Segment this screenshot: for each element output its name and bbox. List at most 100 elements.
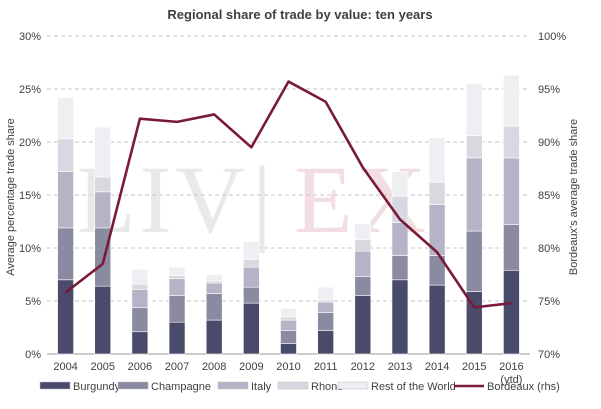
bar-segment: [131, 268, 149, 285]
bar-segment: [317, 312, 334, 331]
bar-segment: [354, 250, 372, 277]
bar-segment: [168, 321, 186, 355]
y-right-tick-label: 70%: [538, 349, 560, 361]
bar-segment: [503, 125, 520, 159]
y-right-tick-label: 75%: [538, 296, 560, 308]
x-tick-label: 2010: [276, 361, 300, 373]
x-tick-label: 2012: [351, 361, 375, 373]
bar-segment: [317, 286, 334, 301]
x-tick-label: 2013: [388, 361, 412, 373]
x-tick-label: 2004: [53, 361, 77, 373]
bar-segment: [280, 330, 297, 344]
x-tick-label: 2007: [165, 361, 189, 373]
legend-swatch: [117, 381, 149, 390]
bar-segment: [465, 135, 483, 159]
bar-segment: [465, 230, 483, 292]
bar-segment: [94, 191, 112, 229]
bar-segment: [317, 330, 334, 355]
y-right-tick-label: 100%: [538, 31, 566, 43]
legend-label: Burgundy: [73, 381, 121, 393]
y-left-tick-label: 10%: [19, 243, 41, 255]
bar-segment: [205, 293, 223, 321]
y-left-tick-label: 30%: [19, 31, 41, 43]
bar-segment: [131, 331, 149, 355]
bar-segment: [354, 295, 372, 355]
y-right-tick-label: 85%: [538, 190, 560, 202]
bar-segment: [131, 307, 149, 333]
x-tick-label: 2015: [462, 361, 486, 373]
bar-segment: [465, 83, 483, 136]
bordeaux-line-path: [64, 80, 512, 309]
y-right-tick-label: 90%: [538, 137, 560, 149]
bar-segment: [280, 316, 297, 321]
legend: Burgundy Champagne Italy Rhone Rest of the W…: [39, 381, 560, 393]
bordeaux-line: [64, 80, 512, 309]
y-axis-right-ticks: 70% 75% 80% 85% 90% 95% 100%: [538, 31, 566, 361]
y-axis-left-ticks: 0% 5% 10% 15% 20% 25% 30%: [19, 31, 41, 361]
bar-segment: [317, 299, 334, 303]
legend-label: Rest of the World: [371, 381, 456, 393]
bar-segment: [503, 157, 520, 225]
bar-segment: [168, 275, 186, 280]
y-left-tick-label: 0%: [25, 349, 41, 361]
x-axis-ticks: 2004 2005 2006 2007 2008 2009 2010 2011 2012 2013…: [53, 361, 523, 386]
bar-segment: [391, 255, 409, 281]
bar-segment: [94, 285, 112, 355]
legend-swatch: [217, 381, 249, 390]
bars: [57, 74, 520, 355]
bar-segment: [168, 295, 186, 323]
legend-swatch: [39, 381, 71, 390]
bar-segment: [391, 279, 409, 355]
legend-swatch: [277, 381, 309, 390]
bar-segment: [280, 308, 297, 318]
y-right-tick-label: 95%: [538, 84, 560, 96]
bar-segment: [391, 222, 409, 256]
x-tick-label: 2006: [128, 361, 152, 373]
bar-segment: [205, 319, 223, 355]
bar-segment: [131, 283, 149, 290]
y-axis-right-label: Bordeaux's average trade share: [568, 119, 580, 275]
bar-segment: [354, 276, 372, 296]
bar-segment: [354, 223, 372, 240]
bar-segment: [57, 97, 74, 140]
x-tick-label: 2016 (ytd): [499, 361, 523, 386]
x-tick-label: 2005: [90, 361, 114, 373]
x-tick-label: 2014: [425, 361, 449, 373]
gridlines: [47, 35, 530, 355]
bar-segment: [243, 259, 260, 268]
bar-segment: [317, 301, 334, 313]
bar-segment: [428, 181, 446, 205]
bar-segment: [280, 343, 297, 355]
bar-segment: [465, 157, 483, 232]
bar-segment: [94, 227, 112, 287]
bar-segment: [131, 289, 149, 308]
y-axis-left-label: Average percentage trade share: [5, 118, 17, 276]
bar-segment: [243, 286, 260, 304]
bar-segment: [94, 126, 112, 178]
y-left-tick-label: 15%: [19, 190, 41, 202]
bar-segment: [391, 171, 409, 197]
legend-label: Rhone: [311, 381, 343, 393]
legend-swatch: [337, 381, 369, 390]
bar-segment: [168, 266, 186, 276]
bar-segment: [243, 266, 260, 288]
bar-segment: [205, 274, 223, 282]
bar-segment: [503, 224, 520, 271]
y-left-tick-label: 20%: [19, 137, 41, 149]
bar-segment: [354, 239, 372, 252]
legend-label: Italy: [251, 381, 272, 393]
x-tick-label: 2009: [239, 361, 263, 373]
x-tick-label: 2011: [314, 361, 338, 373]
bar-segment: [94, 176, 112, 193]
bar-segment: [503, 269, 520, 355]
y-left-tick-label: 25%: [19, 84, 41, 96]
bar-segment: [57, 171, 74, 229]
chart-title: Regional share of trade by value: ten ye…: [167, 7, 432, 22]
legend-label: Bordeaux (rhs): [487, 381, 560, 393]
bar-segment: [57, 227, 74, 281]
bar-segment: [243, 302, 260, 355]
bar-segment: [205, 282, 223, 294]
legend-label: Champagne: [151, 381, 211, 393]
bar-segment: [168, 278, 186, 296]
bar-segment: [428, 284, 446, 355]
